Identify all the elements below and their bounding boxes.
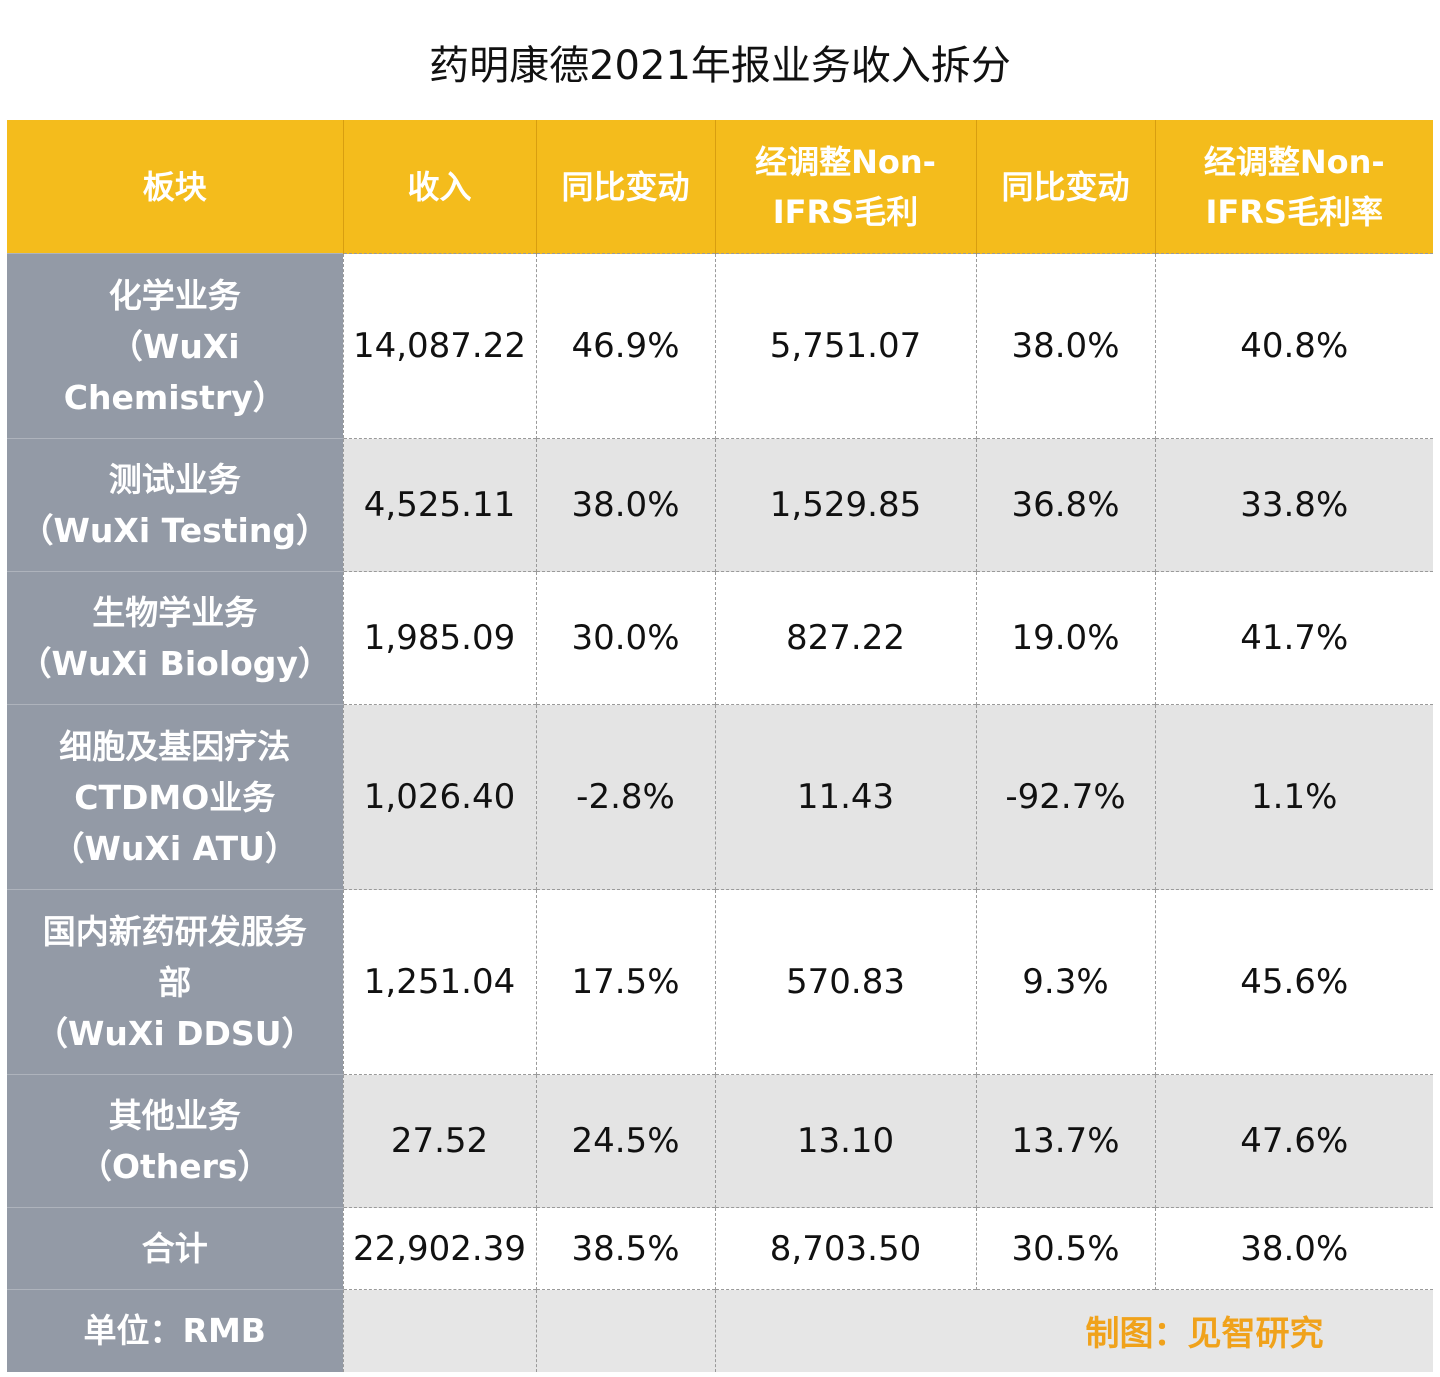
empty-cell [342, 1289, 536, 1372]
revenue-yoy-cell: 38.5% [535, 1207, 715, 1290]
header-revenue-yoy: 同比变动 [535, 120, 715, 254]
gross-profit-cell: 11.43 [714, 704, 976, 890]
segment-cell: 合计 [7, 1207, 343, 1290]
revenue-yoy-cell: 30.0% [535, 571, 715, 705]
revenue-cell: 1,251.04 [342, 889, 536, 1075]
revenue-yoy-cell: 17.5% [535, 889, 715, 1075]
gross-profit-yoy-cell: 9.3% [975, 889, 1155, 1075]
segment-cell: 测试业务 （WuXi Testing） [7, 438, 343, 572]
gross-margin-cell: 41.7% [1154, 571, 1433, 705]
gross-profit-yoy-cell: 13.7% [975, 1074, 1155, 1208]
gross-profit-cell: 5,751.07 [714, 253, 976, 439]
revenue-cell: 4,525.11 [342, 438, 536, 572]
empty-cell [535, 1289, 715, 1372]
table-row: 生物学业务 （WuXi Biology） 1,985.09 30.0% 827.2… [7, 571, 1433, 705]
gross-margin-cell: 1.1% [1154, 704, 1433, 890]
gross-profit-yoy-cell: 36.8% [975, 438, 1155, 572]
footer-row: 单位：RMB 制图：见智研究 [7, 1289, 1433, 1372]
gross-profit-yoy-cell: 38.0% [975, 253, 1155, 439]
gross-margin-cell: 47.6% [1154, 1074, 1433, 1208]
empty-cell [714, 1289, 976, 1372]
gross-margin-cell: 33.8% [1154, 438, 1433, 572]
gross-margin-cell: 40.8% [1154, 253, 1433, 439]
gross-profit-yoy-cell: -92.7% [975, 704, 1155, 890]
revenue-cell: 1,985.09 [342, 571, 536, 705]
gross-profit-cell: 13.10 [714, 1074, 976, 1208]
gross-profit-yoy-cell: 30.5% [975, 1207, 1155, 1290]
header-gross-profit-yoy: 同比变动 [975, 120, 1155, 254]
revenue-yoy-cell: 46.9% [535, 253, 715, 439]
header-gross-profit: 经调整Non- IFRS毛利 [714, 120, 976, 254]
gross-profit-cell: 1,529.85 [714, 438, 976, 572]
gross-margin-cell: 38.0% [1154, 1207, 1433, 1290]
revenue-yoy-cell: 24.5% [535, 1074, 715, 1208]
segment-cell: 细胞及基因疗法 CTDMO业务 （WuXi ATU） [7, 704, 343, 890]
gross-profit-cell: 827.22 [714, 571, 976, 705]
gross-profit-cell: 8,703.50 [714, 1207, 976, 1290]
revenue-cell: 14,087.22 [342, 253, 536, 439]
segment-cell: 生物学业务 （WuXi Biology） [7, 571, 343, 705]
header-row: 板块 收入 同比变动 经调整Non- IFRS毛利 同比变动 经调整Non- IFR… [7, 120, 1433, 254]
table-row: 化学业务 （WuXi Chemistry） 14,087.22 46.9% 5,75… [7, 253, 1433, 439]
table-row: 测试业务 （WuXi Testing） 4,525.11 38.0% 1,529.… [7, 438, 1433, 572]
table-title: 药明康德2021年报业务收入拆分 [429, 43, 1011, 89]
unit-label: 单位：RMB [7, 1289, 343, 1372]
revenue-cell: 22,902.39 [342, 1207, 536, 1290]
segment-cell: 国内新药研发服务部（WuXi DDSU） [7, 889, 343, 1075]
gross-margin-cell: 45.6% [1154, 889, 1433, 1075]
revenue-breakdown-table: 板块 收入 同比变动 经调整Non- IFRS毛利 同比变动 经调整Non- IFR… [7, 120, 1433, 1372]
segment-cell: 其他业务 （Others） [7, 1074, 343, 1208]
header-gross-margin: 经调整Non- IFRS毛利率 [1154, 120, 1433, 254]
table-row: 细胞及基因疗法 CTDMO业务 （WuXi ATU） 1,026.40 -2.8% … [7, 704, 1433, 890]
revenue-cell: 1,026.40 [342, 704, 536, 890]
table-row: 国内新药研发服务部（WuXi DDSU） 1,251.04 17.5% 570.… [7, 889, 1433, 1075]
credit-label: 制图：见智研究 [1085, 1314, 1324, 1355]
revenue-yoy-cell: 38.0% [535, 438, 715, 572]
credit-cell: 制图：见智研究 [976, 1289, 1433, 1372]
revenue-yoy-cell: -2.8% [535, 704, 715, 890]
gross-profit-yoy-cell: 19.0% [975, 571, 1155, 705]
table-row: 其他业务 （Others） 27.52 24.5% 13.10 13.7% 47.… [7, 1074, 1433, 1208]
gross-profit-cell: 570.83 [714, 889, 976, 1075]
segment-cell: 化学业务 （WuXi Chemistry） [7, 253, 343, 439]
header-segment: 板块 [7, 120, 343, 254]
total-row: 合计 22,902.39 38.5% 8,703.50 30.5% 38.0% [7, 1207, 1433, 1290]
revenue-cell: 27.52 [342, 1074, 536, 1208]
header-revenue: 收入 [342, 120, 536, 254]
